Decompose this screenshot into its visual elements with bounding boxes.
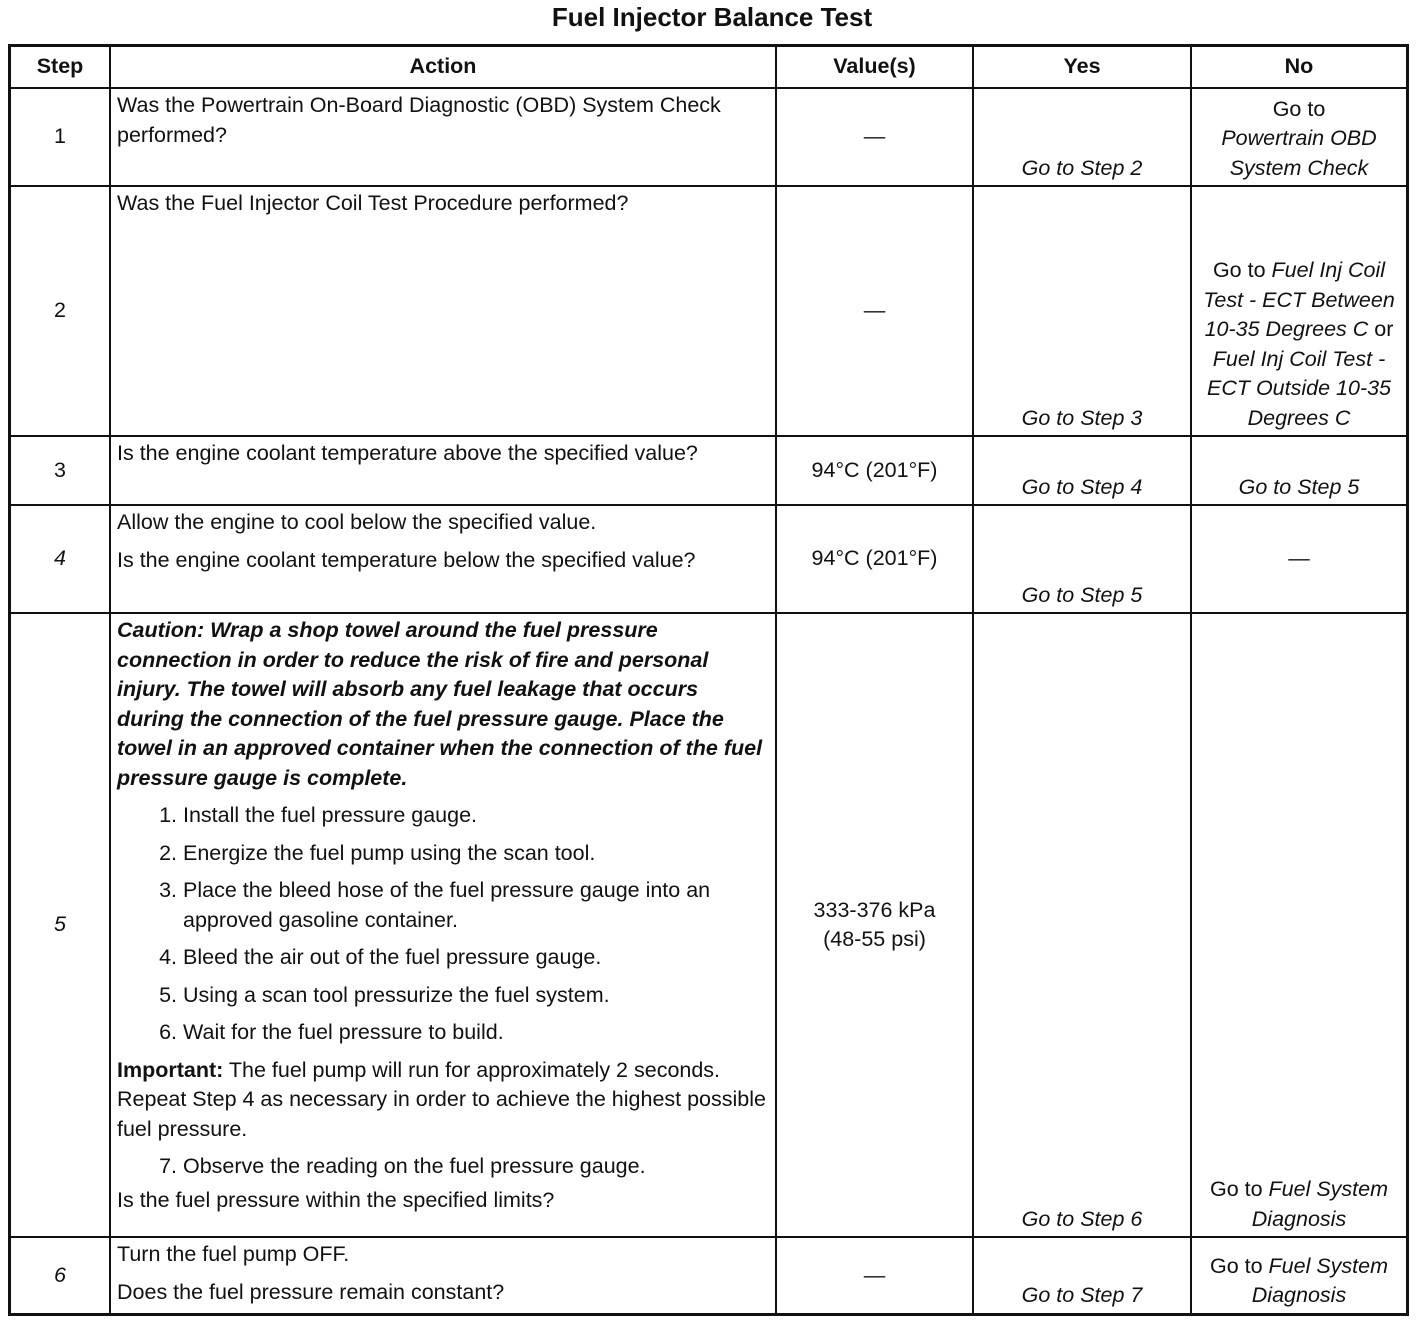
table-row: 3 Is the engine coolant temperature abov…: [8, 435, 1409, 506]
yes-cell: Go to Step 7: [972, 1236, 1192, 1315]
action-question: Is the fuel pressure within the specifie…: [117, 1187, 555, 1212]
action-cell: Caution: Wrap a shop towel around the fu…: [109, 612, 777, 1238]
table-row: 6 Turn the fuel pump OFF. Does the fuel p…: [8, 1236, 1409, 1315]
step-number: 6: [8, 1236, 111, 1315]
no-prefix: Go to: [1209, 1177, 1263, 1201]
step-number: 1: [8, 87, 111, 187]
procedure-step: Bleed the air out of the fuel pressure g…: [183, 943, 769, 973]
step-number: 5: [8, 612, 111, 1238]
value-cell: 94°C (201°F): [775, 435, 974, 506]
step-number: 2: [8, 185, 111, 437]
no-link[interactable]: Fuel System Diagnosis: [1251, 1177, 1389, 1231]
yes-cell: Go to Step 5: [972, 504, 1192, 614]
value-cell: —: [775, 185, 974, 437]
action-question: Is the engine coolant temperature below …: [117, 547, 696, 572]
procedure-step: Energize the fuel pump using the scan to…: [183, 839, 769, 869]
action-text: Allow the engine to cool below the speci…: [117, 510, 597, 534]
important-label: Important:: [117, 1057, 224, 1082]
caution-text: Caution: Wrap a shop towel around the fu…: [117, 618, 763, 790]
header-step: Step: [8, 44, 111, 89]
action-text: Turn the fuel pump OFF.: [117, 1242, 350, 1266]
action-question: Does the fuel pressure remain constant?: [117, 1279, 505, 1304]
document-title: Fuel Injector Balance Test: [551, 2, 873, 32]
yes-cell: Go to Step 6: [972, 612, 1192, 1238]
procedure-step: Using a scan tool pressurize the fuel sy…: [183, 981, 769, 1011]
action-text: Was the Fuel Injector Coil Test Procedur…: [109, 185, 777, 437]
no-or: or: [1374, 317, 1394, 341]
action-cell: Allow the engine to cool below the speci…: [109, 504, 777, 614]
no-link[interactable]: Fuel System Diagnosis: [1251, 1253, 1389, 1308]
header-no: No: [1190, 44, 1409, 89]
no-link[interactable]: Fuel Inj Coil Test - ECT Outside 10-35 D…: [1206, 346, 1392, 430]
no-link[interactable]: Powertrain OBD System Check: [1221, 126, 1377, 180]
yes-cell: Go to Step 3: [972, 185, 1192, 437]
value-cell: 333-376 kPa (48-55 psi): [775, 612, 974, 1238]
procedure-step: Place the bleed hose of the fuel pressur…: [183, 876, 769, 935]
table-row: 2 Was the Fuel Injector Coil Test Proced…: [8, 185, 1409, 437]
value-cell: —: [775, 1236, 974, 1315]
procedure-step: Observe the reading on the fuel pressure…: [183, 1152, 769, 1182]
no-prefix: Go to: [1209, 1253, 1263, 1278]
value-kpa: 333-376 kPa: [813, 897, 936, 922]
important-text: The fuel pump will run for approximately…: [117, 1057, 766, 1141]
header-yes: Yes: [972, 44, 1192, 89]
yes-cell: Go to Step 4: [972, 435, 1192, 506]
value-cell: 94°C (201°F): [775, 504, 974, 614]
procedure-step: Wait for the fuel pressure to build.: [183, 1018, 769, 1048]
no-cell[interactable]: Go to Step 5: [1190, 435, 1409, 506]
table-row: 5 Caution: Wrap a shop towel around the …: [8, 612, 1409, 1238]
important-note: Important: The fuel pump will run for ap…: [117, 1056, 769, 1145]
no-cell: Go to Fuel System Diagnosis: [1190, 1236, 1409, 1315]
no-cell: —: [1190, 504, 1409, 614]
no-prefix: Go to: [1272, 96, 1326, 121]
value-cell: —: [775, 87, 974, 187]
yes-cell: Go to Step 2: [972, 87, 1192, 187]
table-header-row: Step Action Value(s) Yes No: [8, 44, 1409, 89]
header-value: Value(s): [775, 44, 974, 89]
no-cell: Go to Powertrain OBD System Check: [1190, 87, 1409, 187]
step-number: 4: [8, 504, 111, 614]
procedure-list: Observe the reading on the fuel pressure…: [117, 1152, 769, 1182]
no-cell: Go to Fuel System Diagnosis: [1190, 612, 1409, 1238]
action-text: Was the Powertrain On-Board Diagnostic (…: [109, 87, 777, 187]
procedure-list: Install the fuel pressure gauge. Energiz…: [117, 801, 769, 1048]
no-link[interactable]: Fuel Inj Coil Test - ECT Between 10-35 D…: [1203, 258, 1395, 341]
no-cell: Go to Fuel Inj Coil Test - ECT Between 1…: [1190, 185, 1409, 437]
no-prefix: Go to: [1212, 258, 1266, 282]
header-action: Action: [109, 44, 777, 89]
table-row: 4 Allow the engine to cool below the spe…: [8, 504, 1409, 614]
value-psi: (48-55 psi): [823, 927, 926, 951]
table-row: 1 Was the Powertrain On-Board Diagnostic…: [8, 87, 1409, 187]
diagnostic-table: Step Action Value(s) Yes No 1 Was the Po…: [8, 44, 1409, 1316]
action-cell: Turn the fuel pump OFF. Does the fuel pre…: [109, 1236, 777, 1315]
action-text: Is the engine coolant temperature above …: [109, 435, 777, 506]
step-number: 3: [8, 435, 111, 506]
procedure-step: Install the fuel pressure gauge.: [183, 801, 769, 831]
